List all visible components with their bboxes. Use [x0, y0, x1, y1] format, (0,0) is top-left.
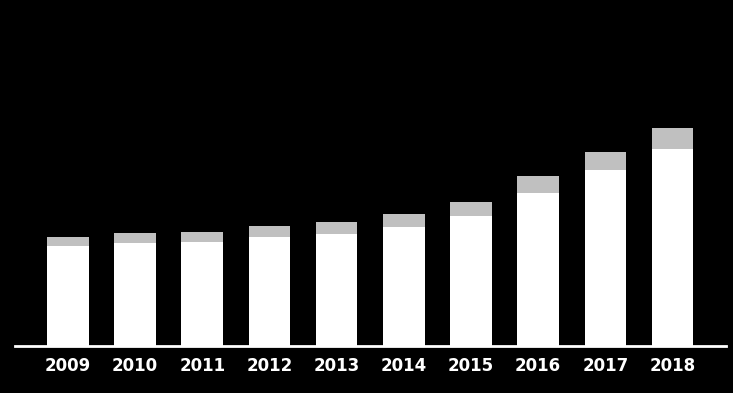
Bar [517, 176, 559, 193]
Bar [114, 233, 156, 243]
Bar [47, 237, 89, 246]
Bar [248, 237, 290, 346]
Bar [47, 246, 89, 346]
Bar [584, 170, 626, 346]
Bar [652, 149, 693, 346]
Bar [383, 214, 424, 227]
Bar [517, 193, 559, 346]
Bar [316, 222, 358, 234]
Bar [181, 242, 223, 346]
Bar [450, 202, 492, 216]
Bar [181, 231, 223, 242]
Bar [584, 152, 626, 170]
Bar [450, 216, 492, 346]
Bar [316, 234, 358, 346]
Bar [114, 243, 156, 346]
Bar [652, 127, 693, 149]
Bar [248, 226, 290, 237]
Bar [383, 227, 424, 346]
